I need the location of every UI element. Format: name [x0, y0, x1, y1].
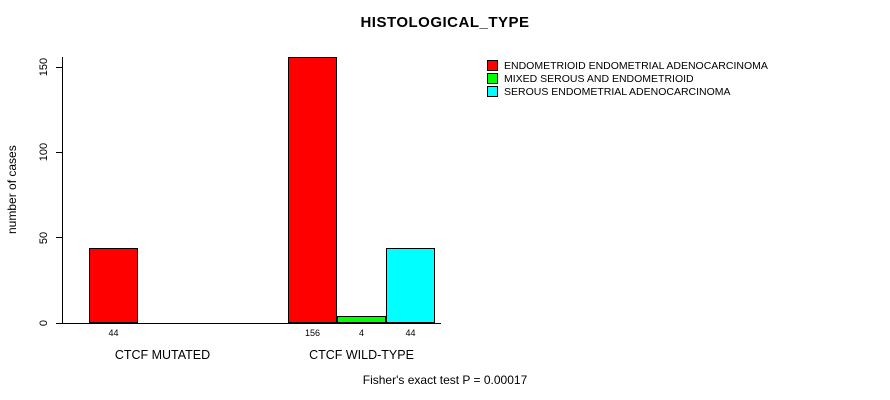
bar-series2-group1: [386, 247, 435, 323]
bar-series0-group0: [89, 247, 138, 323]
bar-value-label: 44: [108, 328, 119, 338]
bar-series1-group1: [337, 316, 386, 323]
y-tick-label: 50: [38, 231, 50, 244]
y-tick-mark: [56, 66, 63, 68]
chart-title: HISTOLOGICAL_TYPE: [360, 14, 530, 31]
y-tick-mark: [56, 322, 63, 324]
legend-item-mixed: MIXED SEROUS AND ENDOMETRIOID: [487, 72, 768, 85]
y-axis-label: number of cases: [5, 145, 19, 235]
category-label: CTCF MUTATED: [114, 348, 211, 362]
legend-label-endometrioid: ENDOMETRIOID ENDOMETRIAL ADENOCARCINOMA: [504, 59, 768, 72]
plot-area: 0 50 100 150 44 CTCF MUTATED 156 4 44 CTCF WILD-T…: [38, 57, 441, 362]
bar-series0-group1: [288, 57, 337, 323]
legend-swatch-serous: [487, 86, 498, 97]
legend-label-serous: SEROUS ENDOMETRIAL ADENOCARCINOMA: [504, 85, 731, 98]
bar-value-label: 4: [358, 328, 364, 338]
bar-value-label: 44: [405, 328, 416, 338]
y-tick-mark: [56, 151, 63, 153]
legend-swatch-mixed: [487, 73, 498, 84]
bar-value-label: 156: [304, 328, 321, 338]
legend-item-serous: SEROUS ENDOMETRIAL ADENOCARCINOMA: [487, 85, 768, 98]
category-label: CTCF WILD-TYPE: [309, 348, 414, 362]
legend: ENDOMETRIOID ENDOMETRIAL ADENOCARCINOMA …: [487, 60, 768, 99]
y-tick-mark: [56, 237, 63, 239]
y-tick-label: 150: [38, 58, 50, 77]
y-tick-label: 100: [38, 143, 50, 162]
legend-item-endometrioid: ENDOMETRIOID ENDOMETRIAL ADENOCARCINOMA: [487, 59, 768, 72]
y-tick-label: 0: [38, 319, 50, 327]
legend-label-mixed: MIXED SEROUS AND ENDOMETRIOID: [504, 72, 694, 85]
fisher-test-annotation: Fisher's exact test P = 0.00017: [362, 373, 528, 387]
legend-swatch-endometrioid: [487, 60, 498, 71]
